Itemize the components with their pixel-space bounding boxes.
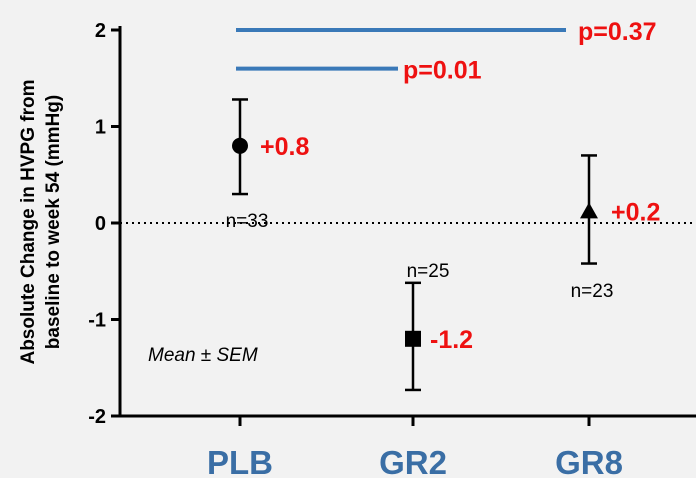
p-value-label: p=0.01: [403, 57, 482, 85]
y-axis-title: Absolute Change in HVPG from baseline to…: [18, 79, 64, 364]
y-axis-title-line1: Absolute Change in HVPG from: [18, 79, 39, 364]
plot-area: 2 1 0 -1 -2 PLB GR2 GR8 p=0.37 p=0.01 +0.8 n=33 -1.2…: [88, 18, 696, 478]
p-value-label: p=0.37: [578, 18, 657, 46]
y-tick-label: -2: [88, 406, 106, 428]
x-tick-label: PLB: [207, 444, 273, 478]
data-point-triangle: [580, 202, 598, 219]
y-tick-label: 0: [95, 213, 106, 235]
n-label: n=33: [226, 211, 269, 232]
y-axis-title-line2: baseline to week 54 (mmHg): [43, 95, 64, 349]
value-label: +0.2: [611, 198, 660, 226]
y-tick-label: 2: [95, 20, 106, 42]
n-label: n=25: [407, 261, 450, 282]
x-tick-label: GR8: [555, 444, 623, 478]
x-tick-label: GR2: [379, 444, 447, 478]
mean-sem-annotation: Mean ± SEM: [148, 345, 258, 366]
n-label: n=23: [571, 281, 614, 302]
data-point-circle: [232, 137, 248, 154]
data-point-square: [405, 330, 421, 347]
y-tick-label: 1: [95, 117, 106, 139]
y-tick-label: -1: [88, 310, 106, 332]
value-label: +0.8: [260, 133, 309, 161]
value-label: -1.2: [430, 326, 473, 354]
